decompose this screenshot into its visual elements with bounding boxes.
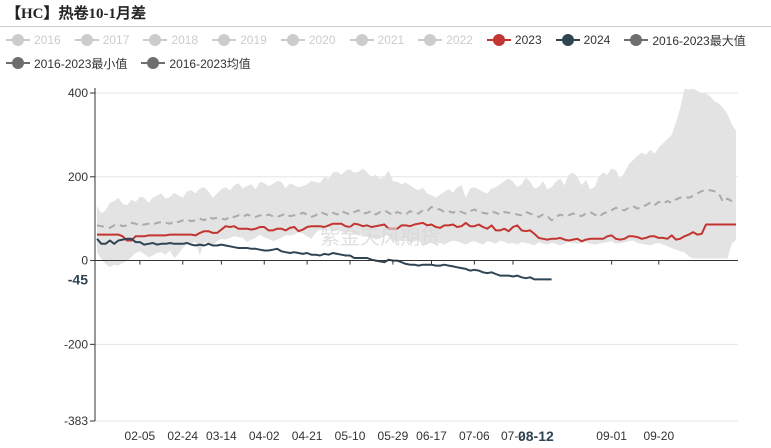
- x-tick-label: 04-02: [249, 429, 280, 443]
- series-layer: [96, 189, 737, 281]
- x-tick-label: 02-05: [125, 429, 156, 443]
- x-tick-label: 09-20: [643, 429, 674, 443]
- cursor-x-label: 08-12: [518, 428, 554, 444]
- legend-label: 2016-2023最小值: [34, 56, 128, 71]
- legend-label: 2024: [583, 33, 611, 47]
- legend-item[interactable]: 2016-2023最大值: [624, 32, 746, 49]
- legend-row-1: 2016 2017 2018 2019 2020 2021 2022 2023 2024 2016…: [6, 30, 766, 50]
- range-band: [97, 88, 736, 268]
- title-divider: [0, 26, 771, 27]
- legend-item[interactable]: 2022: [418, 33, 473, 47]
- legend-item[interactable]: 2016-2023最小值: [6, 55, 127, 72]
- x-tick-label: 06-17: [416, 429, 447, 443]
- legend-swatch-icon: [141, 57, 166, 69]
- legend-label: 2016-2023均值: [169, 56, 251, 71]
- legend-swatch-icon: [555, 34, 580, 46]
- y-tick-label: 400: [68, 86, 88, 100]
- legend-label: 2022: [446, 33, 473, 47]
- legend-item[interactable]: 2020: [280, 33, 336, 47]
- x-tick-label: 07-06: [459, 429, 490, 443]
- legend-label: 2021: [377, 33, 405, 47]
- legend-swatch-icon: [212, 34, 237, 46]
- legend-label: 2017: [102, 33, 130, 47]
- chart-title: 【HC】热卷10-1月差: [6, 6, 146, 22]
- legend-item[interactable]: 2016-2023均值: [141, 55, 251, 72]
- legend-swatch-icon: [6, 57, 30, 69]
- legend-swatch-icon: [418, 34, 443, 46]
- y-tick-label: -200: [64, 337, 88, 351]
- series-line-2023: [97, 221, 736, 243]
- x-tick-label: 07-2: [501, 429, 525, 443]
- legend-label: 2019: [240, 33, 267, 47]
- legend-row-2: 2016-2023最小值 2016-2023均值: [6, 53, 766, 73]
- legend-swatch-icon: [6, 34, 30, 46]
- watermark-text: 紫金天风期货: [320, 225, 440, 249]
- x-tick-label: 09-01: [596, 429, 627, 443]
- legend-label: 2020: [308, 33, 336, 47]
- legend-label: 2018: [171, 33, 199, 47]
- legend-item[interactable]: 2017: [74, 33, 130, 47]
- legend-item[interactable]: 2024: [555, 33, 611, 47]
- x-tick-label: 05-10: [335, 429, 366, 443]
- x-tick-label: 02-24: [167, 429, 198, 443]
- cursor-y-label: -45: [68, 271, 88, 287]
- legend-swatch-icon: [143, 34, 168, 46]
- legend-swatch-icon: [486, 34, 511, 46]
- legend-item[interactable]: 2016: [6, 33, 61, 47]
- legend-item[interactable]: 2021: [349, 33, 405, 47]
- legend-swatch-icon: [349, 34, 374, 46]
- series-line-2016-2023均值: [96, 189, 737, 229]
- legend-label: 2016-2023最大值: [652, 33, 746, 48]
- legend-item[interactable]: 2018: [143, 33, 198, 47]
- legend-swatch-icon: [624, 34, 649, 46]
- legend-swatch-icon: [280, 34, 305, 46]
- legend-label: 2023: [514, 33, 542, 47]
- legend: 2016 2017 2018 2019 2020 2021 2022 2023 2024 2016…: [6, 30, 766, 76]
- axis-layer: 400 200 0 -200 -383 02-05 02-24 03-14 04-02 04-21…: [62, 86, 738, 444]
- x-tick-label: 03-14: [206, 429, 237, 443]
- grid-layer: [95, 92, 738, 422]
- y-tick-label: 200: [68, 170, 88, 184]
- x-tick-label: 04-21: [292, 429, 323, 443]
- range-band-area: [97, 88, 736, 268]
- series-line-2024: [96, 237, 552, 281]
- y-tick-label: -383: [64, 414, 88, 428]
- legend-item[interactable]: 2019: [212, 33, 267, 47]
- legend-item[interactable]: 2023: [486, 33, 542, 47]
- legend-label: 2016: [34, 33, 61, 47]
- y-tick-label: 0: [81, 254, 88, 268]
- legend-swatch-icon: [74, 34, 99, 46]
- x-tick-label: 05-29: [378, 429, 409, 443]
- cursor-y-label-bg: [62, 270, 90, 289]
